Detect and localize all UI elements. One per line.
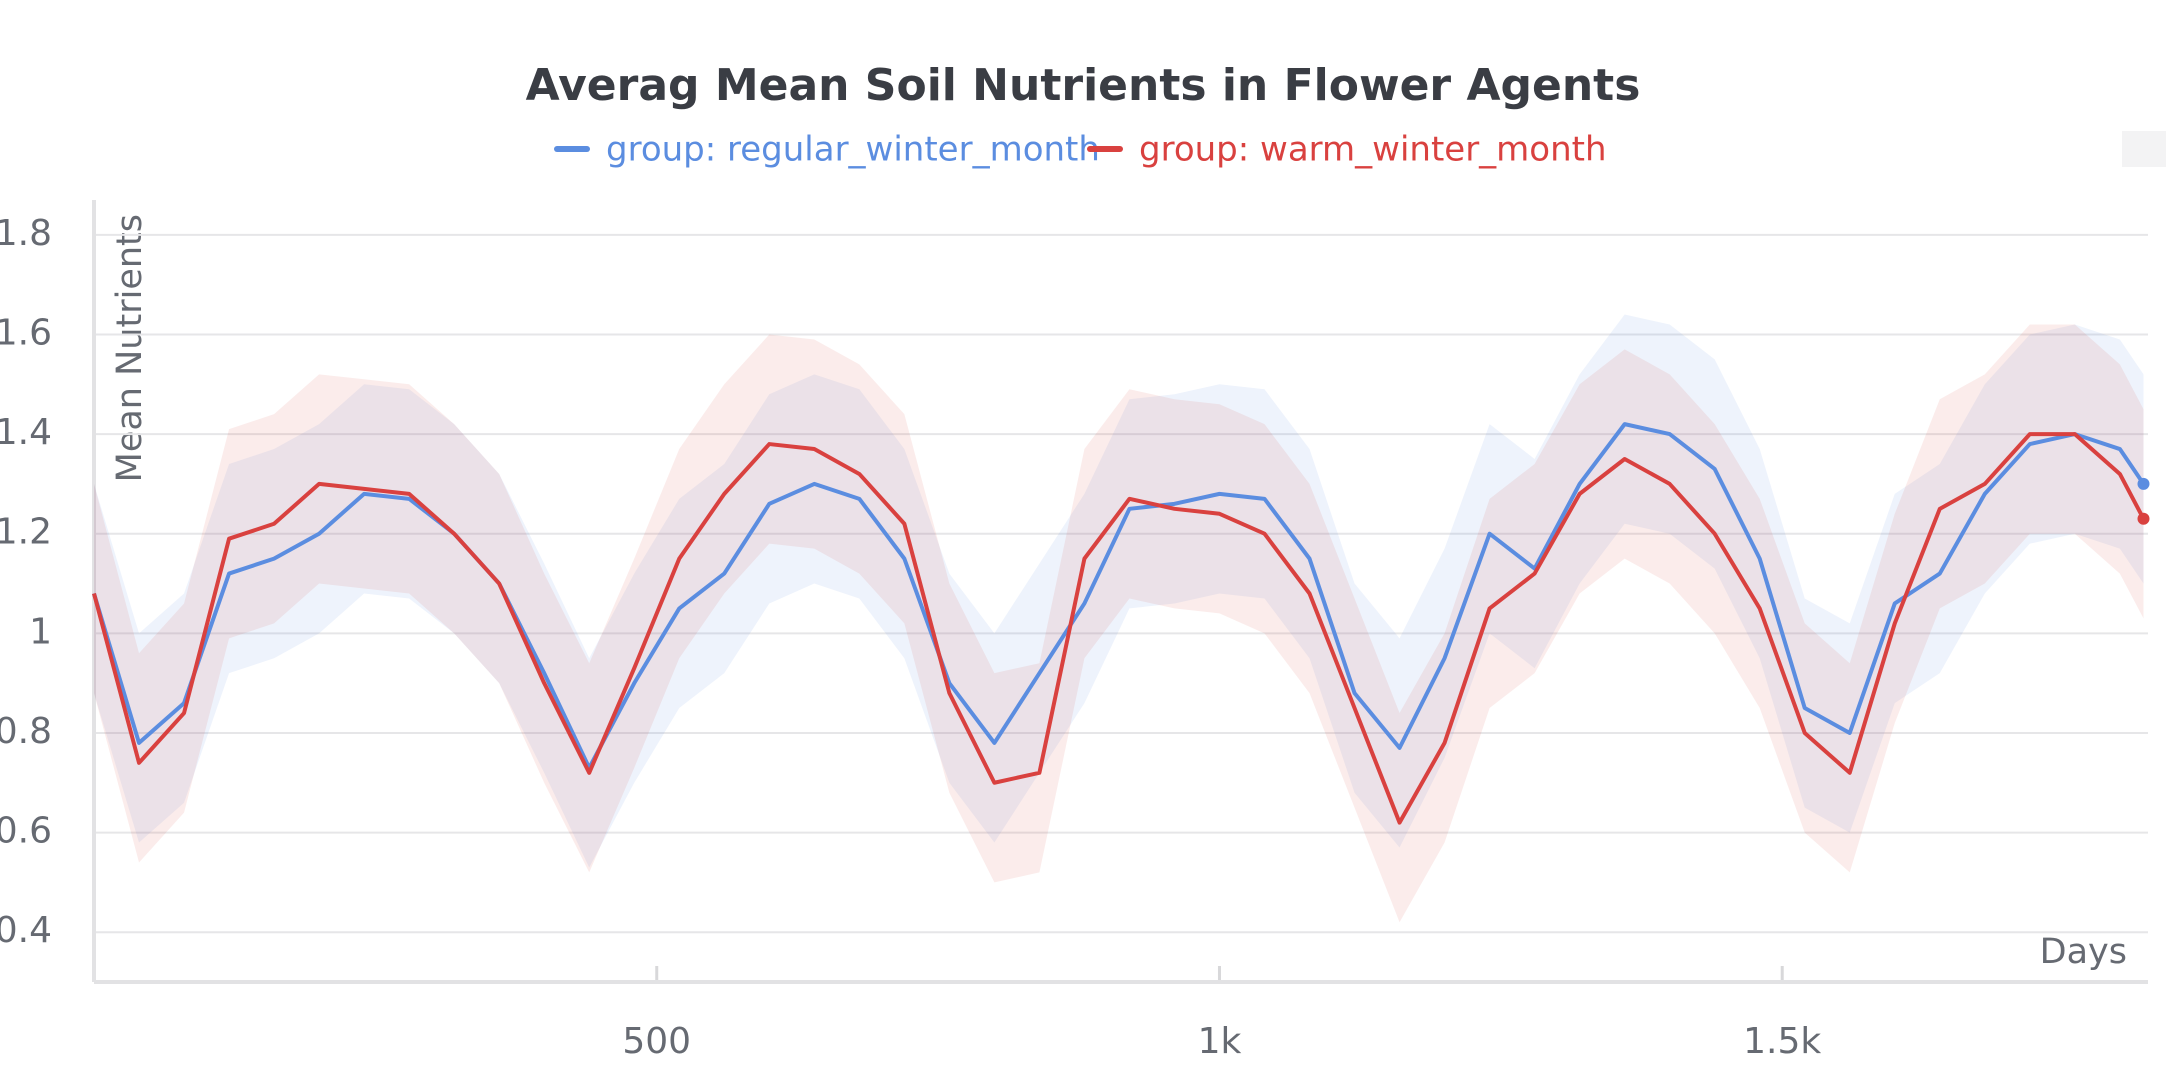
end-point: [2137, 477, 2150, 490]
y-tick-label: 0.4: [0, 910, 52, 951]
y-axis-label: Mean Nutrients: [110, 214, 150, 482]
y-tick-label: 1.6: [0, 312, 52, 353]
x-tick-label: 1k: [1198, 1021, 1242, 1062]
toolbar-stub: [2122, 131, 2166, 167]
x-axis-label: Days: [2040, 932, 2127, 972]
y-tick-label: 1.4: [0, 412, 52, 453]
legend-label: group: warm_winter_month: [1139, 130, 1607, 170]
legend-label: group: regular_winter_month: [606, 130, 1100, 170]
x-tick-label: 500: [622, 1021, 691, 1062]
confidence-band: [94, 324, 2144, 923]
end-point: [2137, 512, 2150, 525]
y-tick-label: 0.6: [0, 811, 52, 852]
y-tick-label: 1: [29, 611, 52, 652]
y-tick-label: 0.8: [0, 711, 52, 752]
series-line: [92, 432, 2146, 825]
x-tick-label: 1.5k: [1743, 1021, 1821, 1062]
y-tick-label: 1.2: [0, 512, 52, 553]
y-tick-label: 1.8: [0, 213, 52, 254]
chart-title: Averag Mean Soil Nutrients in Flower Age…: [526, 60, 1641, 111]
